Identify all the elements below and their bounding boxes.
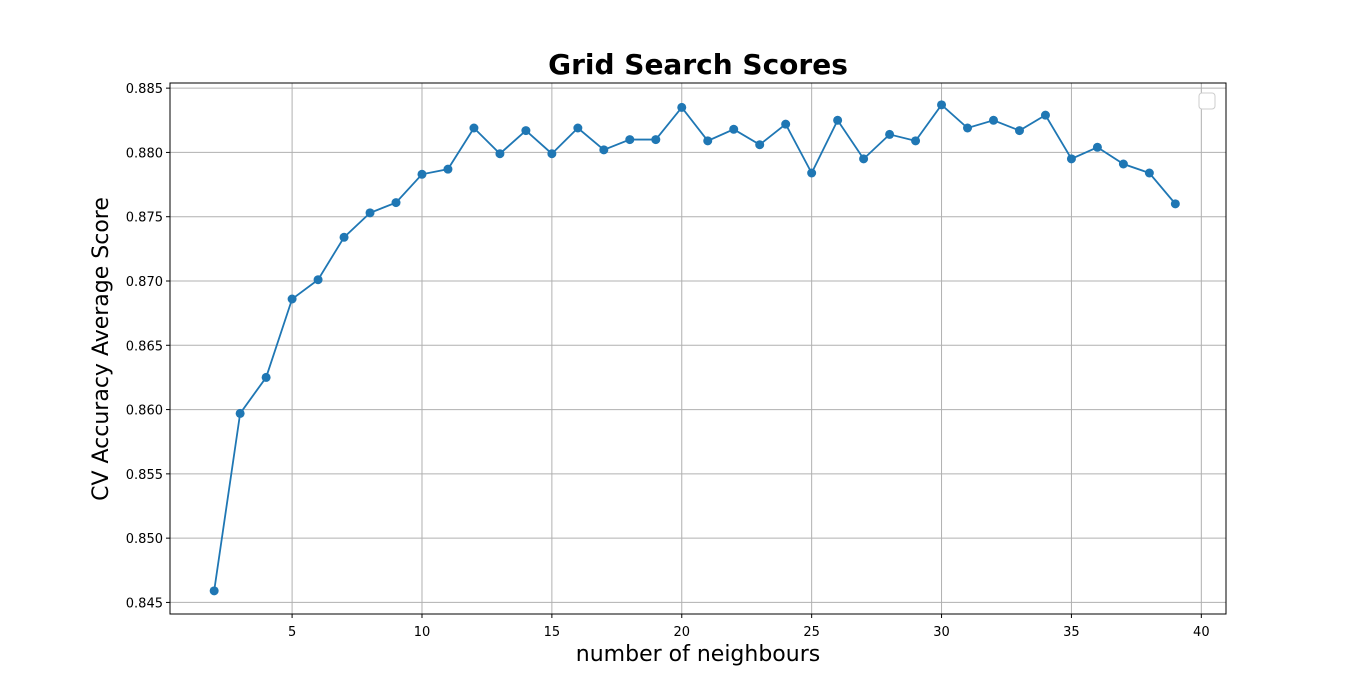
data-point [495,149,505,159]
data-point [417,169,427,179]
x-tick-label: 15 [544,625,561,640]
data-point [651,135,661,145]
y-tick-label: 0.850 [126,532,163,547]
x-tick-label: 10 [414,625,431,640]
x-axis-label: number of neighbours [576,642,820,667]
data-point [937,100,947,110]
data-point [339,232,349,242]
data-point [365,208,375,218]
data-point [703,136,713,146]
data-point [469,123,479,133]
plot-frame [169,82,1227,615]
series-line [213,103,1177,591]
data-point [287,294,297,304]
y-tick-label: 0.845 [126,596,163,611]
series-layer [209,100,1180,596]
data-point [885,129,895,139]
data-point [521,126,531,136]
data-point [1144,168,1154,178]
data-point [313,275,323,285]
x-tick-label: 5 [288,625,296,640]
data-point [547,149,557,159]
chart-title: Grid Search Scores [548,48,848,81]
y-tick-label: 0.860 [126,404,163,419]
y-tick-label: 0.870 [126,275,163,290]
data-point [859,154,869,164]
data-point [1092,142,1102,152]
data-point [911,136,921,146]
y-tick-label: 0.885 [126,82,163,97]
y-tick-label: 0.865 [126,339,163,354]
data-point [1118,159,1128,169]
data-point [235,408,245,418]
data-point [1040,110,1050,120]
legend-box [1198,92,1216,110]
x-tick-label: 25 [803,625,820,640]
data-point [573,123,583,133]
y-tick-label: 0.880 [126,146,163,161]
data-point [807,168,817,178]
data-point [833,115,843,125]
data-point [755,140,765,150]
x-tick-label: 35 [1063,625,1080,640]
y-axis-label: CV Accuracy Average Score [89,197,114,501]
data-point [1170,199,1180,209]
data-point [599,145,609,155]
ticks: 5 10 15 20 25 30 35 40 0.845 0.850 0.855 0.860 0.865… [126,82,1210,640]
data-point [729,124,739,134]
data-point [988,115,998,125]
data-point [677,102,687,112]
data-point [1014,126,1024,136]
data-point [625,135,635,145]
data-point [781,119,791,129]
data-point [261,372,271,382]
data-point [1066,154,1076,164]
x-tick-label: 20 [673,625,690,640]
x-tick-label: 30 [933,625,950,640]
x-tick-label: 40 [1193,625,1210,640]
data-point [209,586,219,596]
grid [170,83,1226,614]
data-point [391,198,401,208]
y-tick-label: 0.875 [126,211,163,226]
y-tick-label: 0.855 [126,468,163,483]
data-point [963,123,973,133]
data-point [443,164,453,174]
